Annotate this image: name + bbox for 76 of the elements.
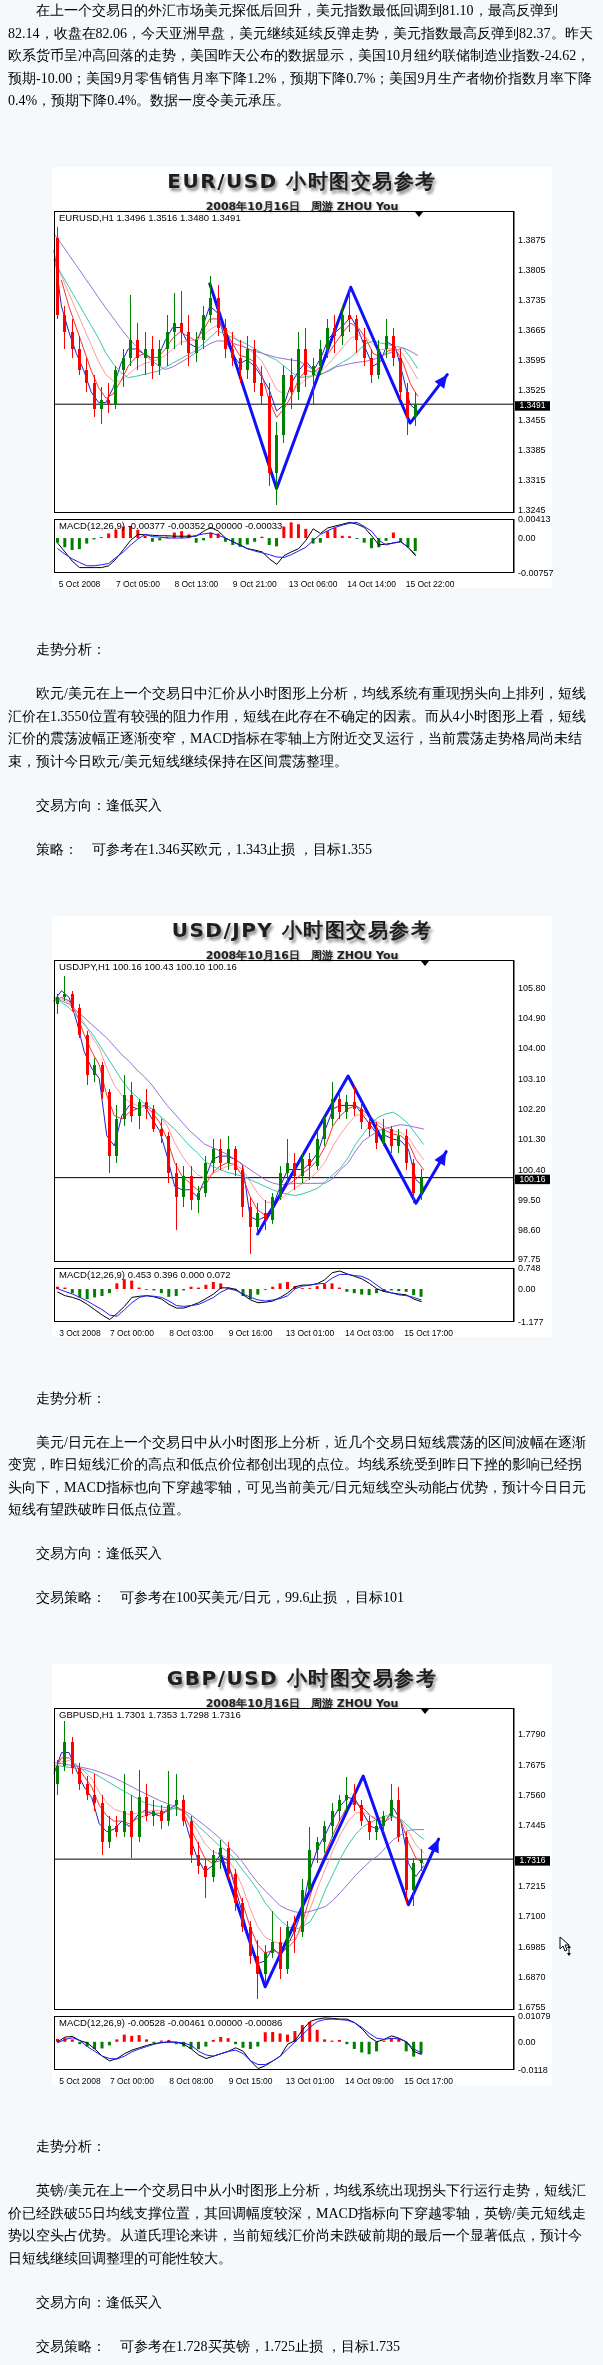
y-tick-label: 101.30 [518,1133,546,1144]
y-tick-label: 1.3385 [518,444,546,455]
chart-subtitle: 2008年10月16日 周游 ZHOU You [205,1697,399,1710]
text: 走势分析： [35,2138,107,2156]
text: 交易方向：逢低买入 [35,1545,163,1563]
annotation: MACD(12,26,9) -0.00377 -0.00352 0.00000 -0.00033 [59,520,283,532]
x-tick-label: 3 Oct 2008 [59,1327,102,1338]
ref-line-label: 100.16 [519,1173,546,1184]
text: 交易策略： 可参考在100买美元/日元，99.6止损 ，目标101 [35,1589,405,1607]
y-tick-label: 1.7100 [518,1911,546,1922]
x-tick-label: 8 Oct 13:00 [174,579,219,590]
y-tick-label: 0.00 [518,1283,536,1294]
x-tick-label: 8 Oct 08:00 [169,2076,214,2087]
text: 交易策略： 可参考在1.728买英镑，1.725止损 ，目标1.735 [35,2337,401,2356]
x-tick-label: 9 Oct 21:00 [232,579,278,590]
y-tick-label: -0.00757 [518,568,554,579]
y-tick-label: 0.00 [518,533,536,544]
ref-line-label: 1.7316 [519,1855,546,1866]
y-tick-label: 97.75 [518,1253,541,1264]
chart-subtitle: 2008年10月16日 周游 ZHOU You [205,948,399,962]
y-tick-label: 102.20 [518,1103,546,1114]
x-tick-label: 5 Oct 2008 [58,579,101,590]
y-tick-label: 1.7215 [518,1880,546,1891]
y-tick-label: 1.3455 [518,414,546,425]
y-tick-label: 0.00413 [518,514,551,525]
chart-title: USD/JPY 小时图交易参考 [171,917,433,942]
x-tick-label: 15 Oct 17:00 [404,1327,454,1338]
y-tick-label: 103.10 [518,1073,546,1084]
annotation: GBPUSD,H1 1.7301 1.7353 1.7298 1.7316 [59,1709,241,1721]
x-tick-label: 5 Oct 2008 [59,2076,102,2087]
y-tick-label: -0.0118 [518,2065,548,2076]
y-tick-label: 1.7675 [518,1759,546,1770]
y-tick-label: 1.3315 [518,474,546,485]
x-tick-label: 7 Oct 05:00 [115,579,161,590]
text: 美元/日元在上一个交易日中从小时图形上分析，近几个交易日短线震荡的区间波幅在逐渐变宽，昨日短线汇价的高点和低点价位都创出现的点位。均线系统受到昨日下挫的影响已经拐头向下，MACD指标也向下穿越零轴，可见当前美元/日元短线空头动能占优势，预计今日日元短线有望跌破昨日低点位置。 [8,1433,587,1519]
text: 交易方向：逢低买入 [35,796,163,815]
text: 策略： 可参考在1.346买欧元，1.343止损 ，目标1.355 [35,840,373,859]
x-tick-label: 14 Oct 09:00 [344,2076,394,2087]
y-tick-label: 1.6755 [518,2002,546,2013]
y-tick-label: -1.177 [518,1316,544,1327]
x-tick-label: 9 Oct 16:00 [228,1327,273,1338]
x-tick-label: 9 Oct 15:00 [228,2076,273,2087]
y-tick-label: 100.40 [518,1164,546,1175]
y-tick-label: 105.80 [518,982,546,993]
y-tick-label: 1.6985 [518,1941,546,1952]
annotation: USDJPY,H1 100.16 100.43 100.10 100.16 [59,960,237,973]
x-tick-label: 14 Oct 14:00 [347,579,397,590]
y-tick-label: 99.50 [518,1194,541,1205]
text: 走势分析： [35,1389,107,1408]
y-tick-label: 0.01079 [518,2011,551,2022]
x-tick-label: 7 Oct 00:00 [109,2076,155,2087]
y-tick-label: 1.6870 [518,1971,546,1982]
annotation: MACD(12,26,9) -0.00528 -0.00461 0.00000 -0.00086 [59,2017,283,2029]
y-tick-label: 104.90 [518,1012,546,1023]
x-tick-label: 15 Oct 17:00 [404,2076,454,2087]
x-tick-label: 13 Oct 01:00 [285,1327,335,1338]
x-tick-label: 15 Oct 22:00 [405,579,455,590]
x-tick-label: 7 Oct 00:00 [109,1327,155,1338]
x-tick-label: 13 Oct 06:00 [288,579,338,590]
text: 欧元/美元在上一个交易日中汇价从小时图形上分析，均线系统有重现拐头向上排列，短线汇价在1.3550位置有较强的阻力作用，短线在此存在不确定的因素。而从4小时图形上看，短线汇价的震荡波幅正逐渐变窄，MACD指标在零轴上方附近交叉运行，当前震荡走势格局尚未结束，预计今日欧元/美元短线继续保持在区间震荡整理。 [8,685,587,771]
x-tick-label: 14 Oct 03:00 [344,1327,394,1338]
y-tick-label: 104.00 [518,1042,546,1053]
y-tick-label: 98.60 [518,1224,541,1235]
text: 交易方向：逢低买入 [35,2293,163,2312]
text: 英镑/美元在上一个交易日中从小时图形上分析，均线系统出现拐头下行运行走势，短线汇价已经跌破55日均线支撑位置，其回调幅度较深，MACD指标向下穿越零轴，英镑/美元短线走势以空头占优势。从道氏理论来讲，当前短线汇价尚未跌破前期的最后一个显著低点，预计今日短线继续回调整理的可能性较大。 [8,2182,587,2268]
x-tick-label: 13 Oct 01:00 [285,2076,335,2087]
y-tick-label: 0.00 [518,2036,536,2047]
y-tick-label: 1.3245 [518,504,546,515]
x-tick-label: 8 Oct 03:00 [169,1327,214,1338]
y-tick-label: 1.7445 [518,1820,546,1831]
chart-title: GBP/USD 小时图交易参考 [166,1666,438,1690]
y-tick-label: 0.748 [518,1262,541,1273]
text: 走势分析： [35,641,107,659]
annotation: MACD(12,26,9) 0.453 0.396 0.000 0.072 [59,1268,231,1281]
y-tick-label: 1.7790 [518,1729,546,1740]
y-tick-label: 1.7560 [518,1789,546,1800]
